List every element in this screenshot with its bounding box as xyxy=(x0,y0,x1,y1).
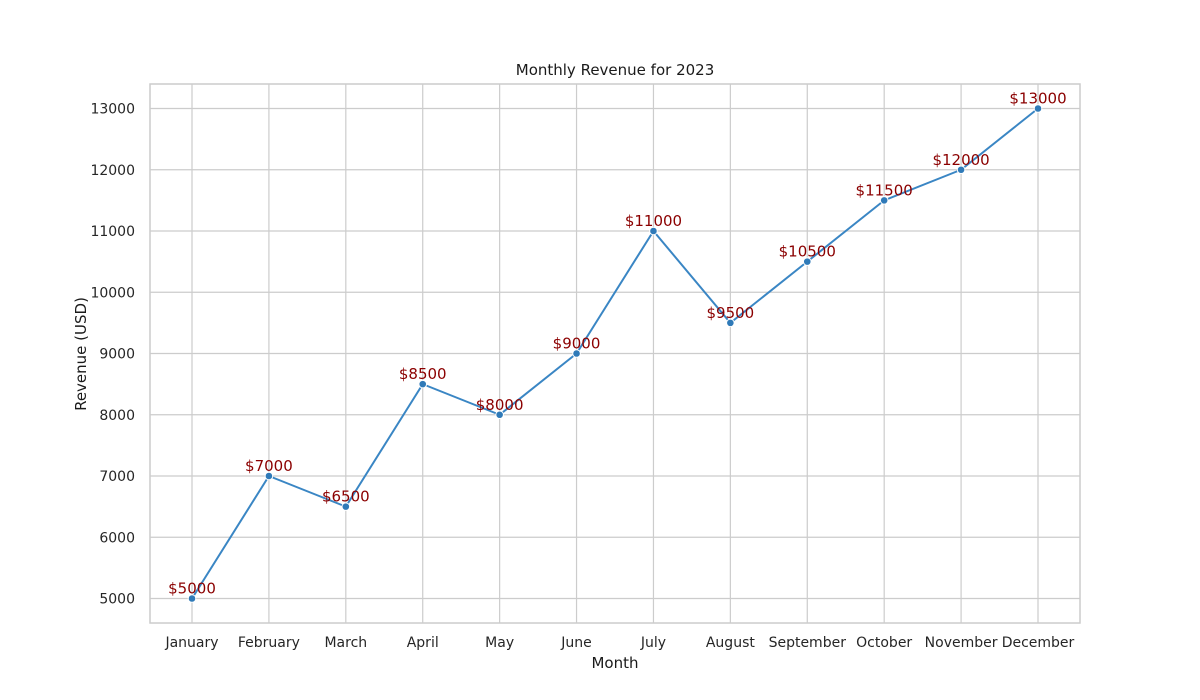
data-point-marker xyxy=(802,257,812,266)
y-tick-label: 7000 xyxy=(99,469,135,485)
data-point-label: $5000 xyxy=(168,580,216,598)
data-point-marker xyxy=(956,165,966,175)
data-point-label: $7000 xyxy=(245,457,293,475)
x-axis-ticks: January February March April May June July Augu… xyxy=(164,635,1074,651)
data-point-label: $9000 xyxy=(553,335,601,353)
revenue-line xyxy=(191,107,1039,600)
x-tick-label: January xyxy=(164,635,218,651)
data-point-label: $6500 xyxy=(322,488,370,506)
x-tick-label: March xyxy=(324,635,367,651)
plot-frame xyxy=(149,83,1081,624)
x-tick-label: April xyxy=(407,635,439,651)
x-tick-label: December xyxy=(1002,635,1075,651)
plot-border xyxy=(149,83,1081,624)
data-point-marker xyxy=(264,471,274,481)
data-point-marker xyxy=(495,410,504,420)
data-markers xyxy=(187,104,1043,603)
data-point-label: $13000 xyxy=(1009,90,1066,108)
y-tick-label: 8000 xyxy=(99,408,135,424)
x-tick-label: November xyxy=(925,635,998,651)
data-labels: $5000 $7000 $6500 $8500 $8000 $9000 $11000 $950… xyxy=(168,90,1066,598)
series-revenue xyxy=(191,107,1039,600)
y-tick-label: 10000 xyxy=(90,285,135,301)
y-tick-label: 11000 xyxy=(90,224,135,240)
data-point-label: $10500 xyxy=(779,243,836,261)
data-point-marker xyxy=(572,349,581,358)
x-tick-label: August xyxy=(706,635,756,651)
y-tick-label: 12000 xyxy=(90,163,135,179)
data-point-label: $8000 xyxy=(476,396,524,414)
x-tick-label: May xyxy=(485,635,514,651)
data-point-label: $11500 xyxy=(856,181,913,199)
x-tick-label: July xyxy=(640,635,666,651)
y-tick-label: 13000 xyxy=(90,102,135,118)
y-tick-label: 6000 xyxy=(99,530,135,546)
data-point-marker xyxy=(1033,104,1043,113)
data-point-label: $8500 xyxy=(399,365,447,383)
data-point-marker xyxy=(187,594,197,603)
y-tick-label: 5000 xyxy=(99,592,135,608)
data-point-marker xyxy=(418,379,428,389)
data-point-marker xyxy=(879,196,889,205)
data-point-label: $12000 xyxy=(932,151,989,169)
y-axis-label: Revenue (USD) xyxy=(72,297,90,411)
x-tick-label: September xyxy=(769,635,847,651)
data-point-label: $9500 xyxy=(707,304,755,322)
chart-title: Monthly Revenue for 2023 xyxy=(516,61,715,79)
data-point-marker xyxy=(341,502,351,511)
y-axis-ticks: 5000 6000 7000 8000 9000 10000 11000 12000 13000 xyxy=(90,102,135,608)
x-tick-label: February xyxy=(238,635,300,651)
y-tick-label: 9000 xyxy=(99,347,135,363)
x-tick-label: October xyxy=(856,635,912,651)
data-point-marker xyxy=(649,226,658,236)
data-point-label: $11000 xyxy=(625,212,682,230)
data-point-marker xyxy=(726,318,735,328)
x-axis-label: Month xyxy=(591,654,638,672)
x-tick-label: June xyxy=(560,635,592,651)
